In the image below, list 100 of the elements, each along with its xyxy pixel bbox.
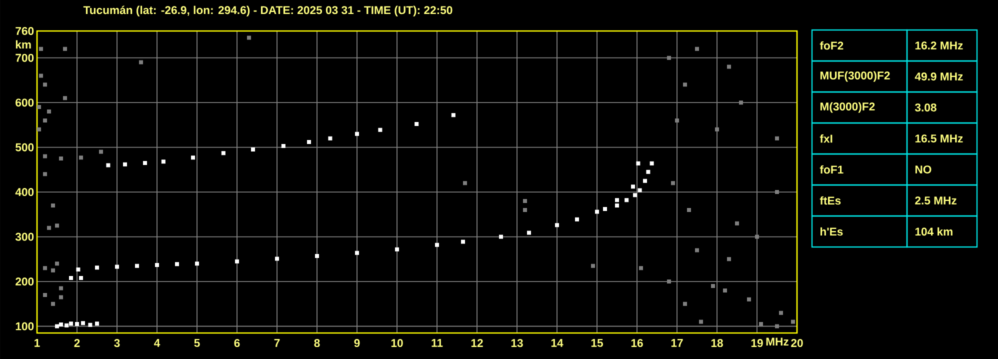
point — [499, 234, 504, 239]
point — [143, 160, 148, 165]
x-tick-label: 11 — [432, 339, 443, 347]
y-tick-label: 200 — [16, 278, 34, 286]
point — [775, 136, 780, 140]
point — [43, 172, 48, 176]
point — [646, 170, 650, 174]
text: M(3000)F2 — [820, 102, 875, 113]
point — [791, 320, 796, 324]
point — [251, 148, 256, 152]
point — [633, 193, 638, 198]
point — [395, 247, 400, 252]
point — [779, 310, 784, 315]
chart-title: Tucumán (lat: -26.9, lon: 294.6) - DATE: 2025 03 31 - TIME (UT): 22:50 — [83, 6, 452, 16]
x-tick-label: 3 — [114, 339, 120, 348]
point — [631, 184, 636, 189]
point — [59, 286, 64, 290]
x-tick-label: 13 — [511, 339, 523, 348]
point — [79, 156, 84, 160]
point — [759, 322, 764, 326]
x-tick-label: 16 — [631, 339, 643, 348]
point — [523, 199, 528, 204]
x-tick-label: 10 — [391, 339, 403, 348]
point — [47, 226, 52, 230]
point — [639, 266, 644, 270]
point — [378, 128, 382, 132]
x-axis-title: MHz — [766, 338, 788, 346]
point — [667, 280, 672, 284]
point — [43, 266, 48, 270]
point — [63, 96, 68, 100]
text: NO — [915, 165, 932, 174]
point — [221, 151, 226, 156]
point — [37, 127, 42, 132]
point — [63, 46, 68, 51]
point — [76, 267, 80, 272]
x-tick-label: 18 — [711, 339, 723, 348]
y-tick-label: 700 — [16, 54, 34, 62]
point — [615, 203, 620, 208]
point — [355, 250, 360, 255]
point — [615, 198, 620, 202]
x-tick-label: 12 — [471, 339, 483, 347]
point — [51, 203, 56, 208]
text: 3.08 — [914, 103, 936, 112]
y-tick-label: 400 — [15, 188, 34, 196]
text: 49.9 MHz — [914, 72, 963, 80]
point — [43, 118, 48, 122]
point — [95, 266, 100, 270]
point — [727, 257, 732, 262]
point — [755, 234, 760, 239]
point — [711, 284, 716, 288]
x-tick-label: 7 — [274, 339, 280, 347]
x-tick-label: 9 — [354, 339, 360, 348]
point — [175, 262, 180, 266]
point — [191, 156, 196, 160]
x-tick-label: 19 — [751, 339, 763, 348]
point — [106, 163, 110, 168]
point — [69, 322, 74, 326]
point — [747, 297, 752, 302]
point — [59, 156, 64, 161]
point — [55, 324, 60, 328]
point — [281, 144, 286, 148]
point — [39, 46, 44, 51]
point — [51, 268, 56, 272]
text: h'Es — [820, 227, 843, 236]
text: 16.2 MHz — [915, 41, 963, 50]
point — [55, 262, 60, 266]
point — [603, 207, 608, 212]
x-tick-label: 6 — [234, 339, 240, 348]
point — [81, 321, 86, 326]
point — [51, 302, 56, 306]
point — [463, 181, 468, 186]
point — [435, 242, 440, 247]
point — [667, 56, 672, 60]
point — [315, 254, 320, 258]
point — [247, 36, 252, 40]
point — [650, 161, 654, 166]
text: MUF(3000)F2 — [820, 71, 890, 82]
point — [195, 262, 200, 266]
y-tick-label: 600 — [16, 98, 34, 107]
point — [555, 223, 560, 228]
point — [595, 210, 600, 214]
point — [636, 161, 640, 166]
point — [161, 160, 166, 164]
point — [99, 150, 104, 154]
x-tick-label: 4 — [154, 339, 160, 347]
text: foF1 — [820, 165, 844, 174]
point — [88, 322, 92, 327]
point — [79, 276, 84, 280]
point — [775, 190, 780, 194]
point — [695, 248, 700, 252]
point — [739, 100, 744, 105]
x-tick-label: 14 — [551, 339, 564, 347]
point — [575, 217, 580, 222]
point — [75, 322, 80, 326]
point — [43, 154, 48, 158]
y-tick-label: 300 — [15, 232, 34, 241]
point — [123, 162, 128, 166]
point — [139, 60, 144, 64]
point — [135, 264, 140, 268]
point — [43, 82, 48, 87]
